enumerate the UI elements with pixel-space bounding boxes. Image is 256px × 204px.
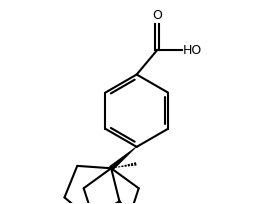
- Text: HO: HO: [183, 44, 202, 57]
- Polygon shape: [110, 147, 136, 170]
- Text: O: O: [152, 9, 162, 22]
